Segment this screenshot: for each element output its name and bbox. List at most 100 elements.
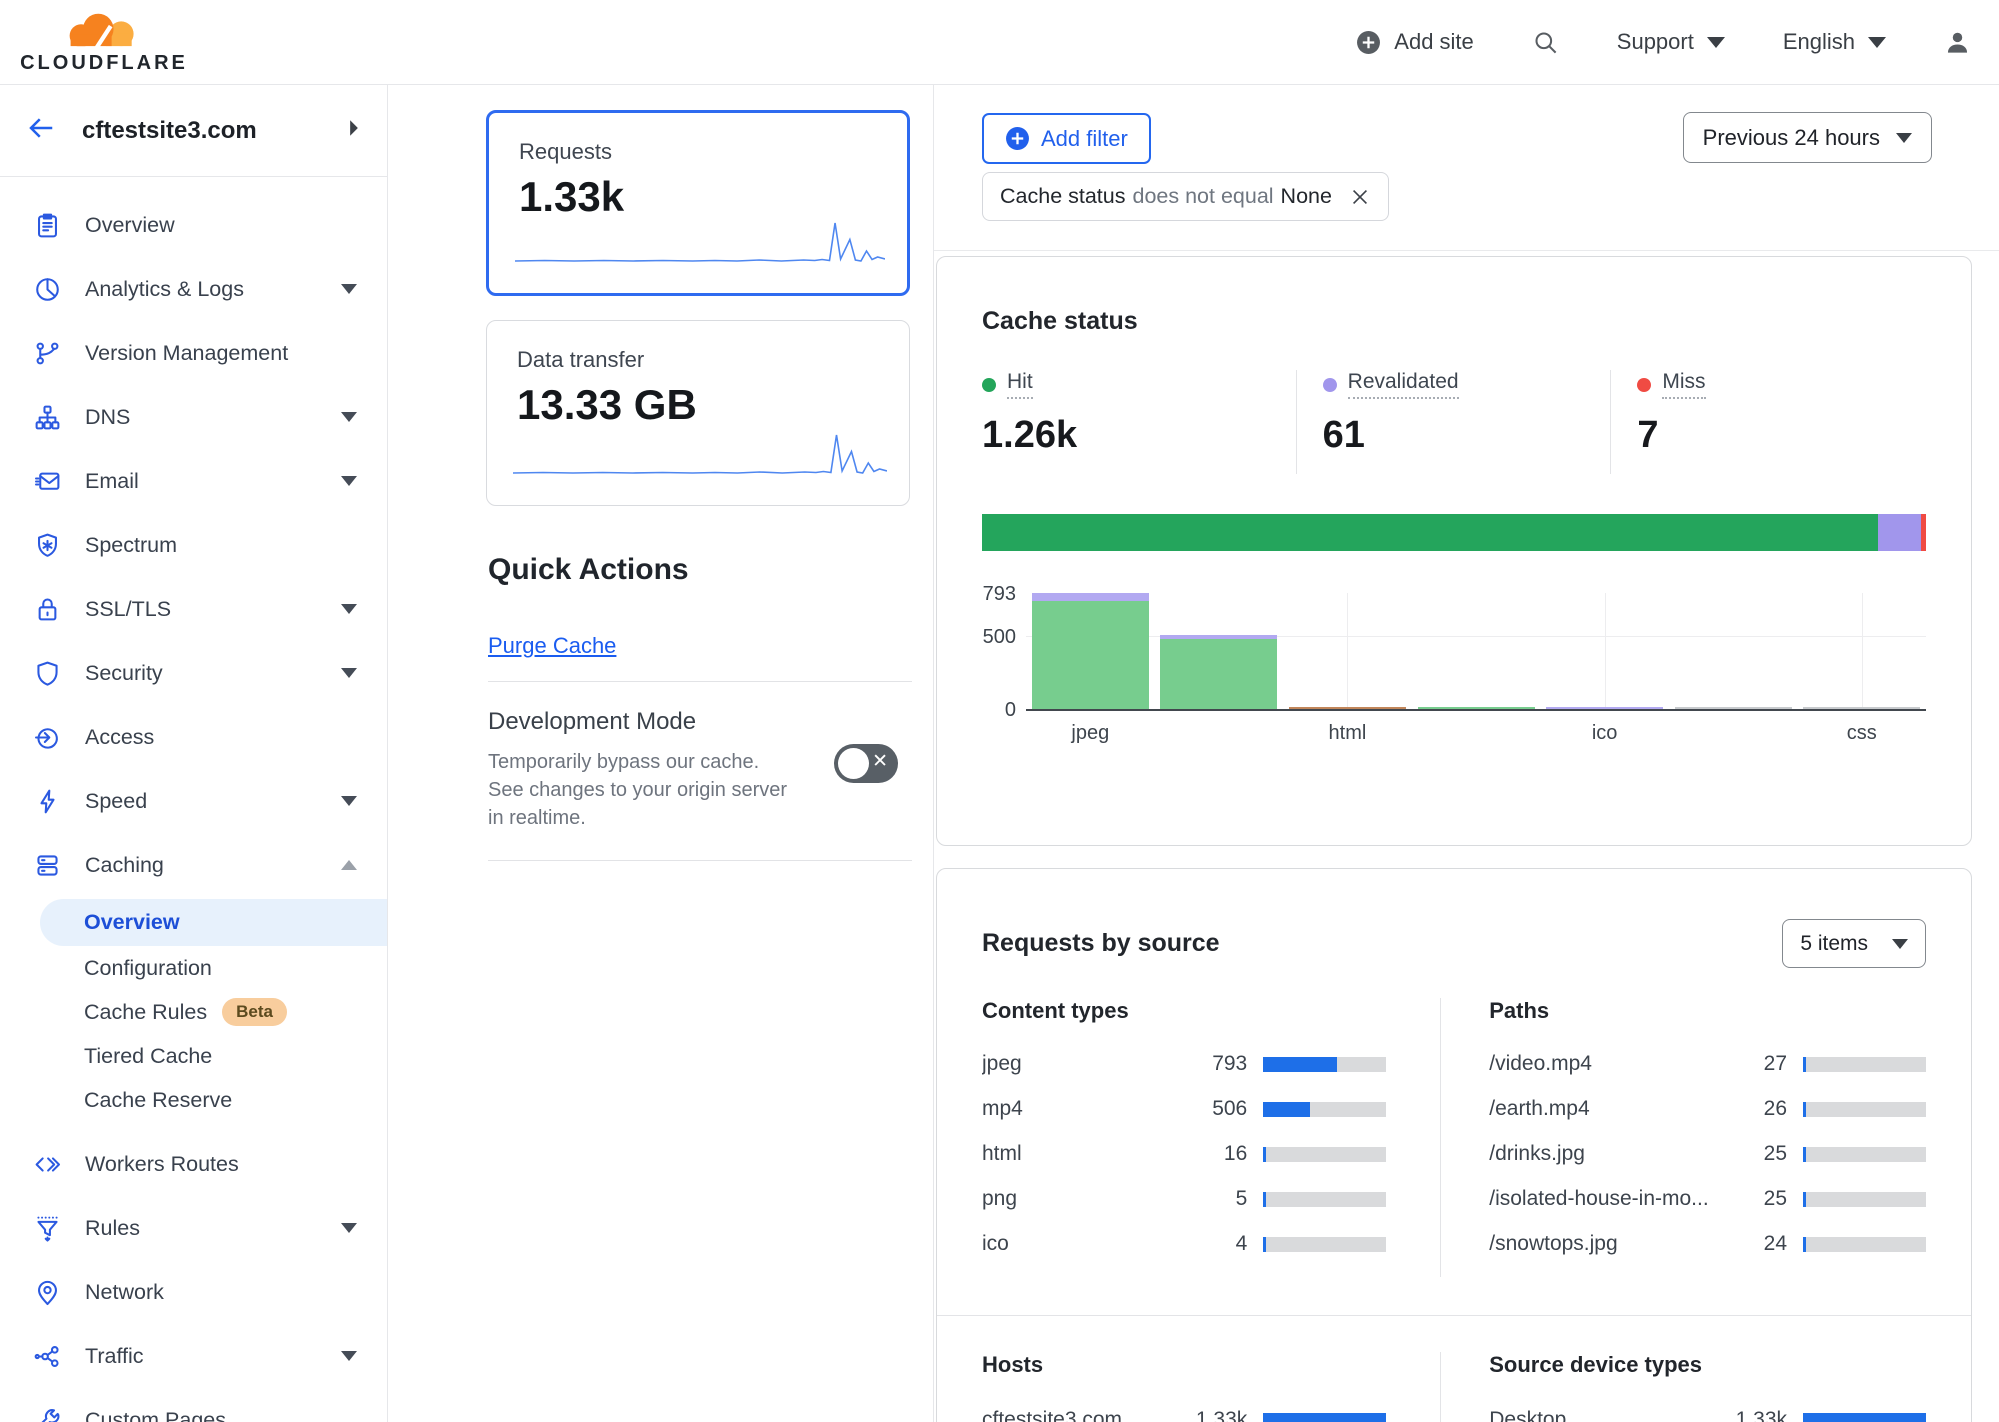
- bar-segment: [1546, 707, 1664, 709]
- sidebar-item-speed[interactable]: Speed: [0, 769, 387, 833]
- filter-chip[interactable]: Cache status does not equal None: [982, 172, 1389, 221]
- sidebar-item-custom-pages[interactable]: Custom Pages: [0, 1388, 387, 1422]
- chevron-down-icon: [1868, 36, 1886, 48]
- filter-field: Cache status: [1000, 184, 1126, 208]
- summary-card-requests[interactable]: Requests 1.33k: [486, 110, 910, 296]
- table-row-drinks-jpg: /drinks.jpg 25: [1489, 1142, 1926, 1166]
- sidebar-subitem-tiered-cache[interactable]: Tiered Cache: [0, 1034, 387, 1078]
- vertical-gridline: [1861, 593, 1863, 709]
- back-arrow-icon[interactable]: [26, 113, 56, 148]
- toggle-off-x-icon: ✕: [872, 751, 888, 772]
- row-label: /isolated-house-in-mo...: [1489, 1187, 1709, 1210]
- language-menu[interactable]: English: [1783, 29, 1886, 55]
- chevron-up-icon[interactable]: [341, 860, 357, 870]
- items-count-select[interactable]: 5 items: [1782, 919, 1926, 968]
- sidebar-item-rules[interactable]: Rules: [0, 1196, 387, 1260]
- sidebar-item-spectrum[interactable]: Spectrum: [0, 513, 387, 577]
- sidebar-subitem-configuration[interactable]: Configuration: [0, 946, 387, 990]
- add-filter-button[interactable]: Add filter: [982, 113, 1151, 164]
- stat-miss: Miss 7: [1611, 370, 1926, 474]
- chevron-down-icon[interactable]: [341, 284, 357, 294]
- chevron-down-icon[interactable]: [341, 796, 357, 806]
- support-menu[interactable]: Support: [1617, 29, 1725, 55]
- cloudflare-logo[interactable]: CLOUDFLARE: [18, 9, 190, 75]
- table-row-mp4: mp4 506: [982, 1097, 1387, 1121]
- stacked-bar-unlabeled: [1417, 707, 1535, 709]
- bar-segment: [1288, 706, 1406, 709]
- row-label: html: [982, 1142, 1022, 1165]
- add-site-button[interactable]: Add site: [1356, 29, 1474, 55]
- y-tick-label: 793: [982, 583, 1016, 605]
- sidebar-subitem-overview[interactable]: Overview: [40, 899, 387, 946]
- row-progress-bar: [1263, 1236, 1387, 1252]
- sidebar-item-ssl-tls[interactable]: SSL/TLS: [0, 577, 387, 641]
- row-progress-bar: [1803, 1056, 1926, 1072]
- sidebar-subitem-label: Cache Reserve: [84, 1087, 233, 1112]
- toggle-knob: [838, 748, 869, 779]
- sidebar-item-analytics-logs[interactable]: Analytics & Logs: [0, 257, 387, 321]
- sidebar-item-traffic[interactable]: Traffic: [0, 1324, 387, 1388]
- chevron-down-icon[interactable]: [341, 1223, 357, 1233]
- chevron-down-icon[interactable]: [341, 604, 357, 614]
- y-tick-label: 0: [1004, 699, 1016, 721]
- spectrum-shield-icon: [33, 531, 62, 560]
- sidebar-item-workers-routes[interactable]: Workers Routes: [0, 1132, 387, 1196]
- stat-label: Hit: [982, 370, 1296, 399]
- row-value: 27: [1763, 1052, 1787, 1075]
- account-menu[interactable]: [1944, 29, 1971, 56]
- sidebar-item-caching[interactable]: Caching: [0, 833, 387, 897]
- sidebar-subitem-label: Tiered Cache: [84, 1043, 213, 1068]
- requests-by-source-panel: Requests by source 5 items Content types…: [936, 868, 1972, 1422]
- chevron-down-icon[interactable]: [341, 476, 357, 486]
- development-mode-description: Temporarily bypass our cache. See change…: [488, 751, 788, 829]
- remove-filter-icon[interactable]: [1349, 186, 1371, 208]
- chevron-down-icon[interactable]: [341, 668, 357, 678]
- plus-circle-icon: [1356, 30, 1381, 55]
- stacked-bar-unlabeled: [1674, 707, 1792, 709]
- sidebar-item-email[interactable]: Email: [0, 449, 387, 513]
- source-table-source-device-types: Source device types Desktop 1.33k: [1440, 1352, 1926, 1422]
- row-progress-fill: [1263, 1236, 1267, 1252]
- sidebar-item-version-management[interactable]: Version Management: [0, 321, 387, 385]
- top-nav: Add site Support English: [1356, 29, 1971, 56]
- source-table-title: Source device types: [1489, 1352, 1703, 1377]
- sidebar-item-network[interactable]: Network: [0, 1260, 387, 1324]
- sidebar-item-access[interactable]: Access: [0, 705, 387, 769]
- bar-slot: [1412, 593, 1541, 709]
- source-table-content-types: Content types jpeg 793 mp4 506 html 16 png 5 ico 4: [982, 998, 1440, 1277]
- cloudflare-cloud-icon: [56, 13, 152, 51]
- purge-cache-link[interactable]: Purge Cache: [488, 633, 617, 658]
- stat-name[interactable]: Hit: [1007, 370, 1033, 399]
- sidebar-item-overview[interactable]: Overview: [0, 193, 387, 257]
- stat-name[interactable]: Miss: [1662, 370, 1706, 399]
- sidebar-subitem-cache-reserve[interactable]: Cache Reserve: [0, 1078, 387, 1122]
- sidebar-item-label: Rules: [85, 1215, 140, 1240]
- row-value: 1.33k: [1735, 1408, 1787, 1422]
- data-transfer-sparkline: [513, 429, 887, 479]
- site-name: cftestsite3.com: [82, 116, 257, 144]
- legend-dot-icon: [1637, 377, 1652, 392]
- time-range-select[interactable]: Previous 24 hours: [1682, 112, 1932, 163]
- x-tick-label: html: [1328, 722, 1367, 744]
- cache-status-stats: Hit 1.26k Revalidated 61 Miss 7: [982, 370, 1926, 474]
- row-progress-fill: [1803, 1191, 1807, 1207]
- chevron-right-icon[interactable]: [347, 119, 361, 142]
- sidebar-item-dns[interactable]: DNS: [0, 385, 387, 449]
- summary-card-value: 13.33 GB: [517, 381, 697, 428]
- stat-label: Miss: [1637, 370, 1926, 399]
- sidebar-item-security[interactable]: Security: [0, 641, 387, 705]
- sidebar-subitem-cache-rules[interactable]: Cache Rules Beta: [0, 990, 387, 1034]
- chevron-down-icon[interactable]: [341, 1351, 357, 1361]
- stacked-bar-jpeg: [1031, 593, 1149, 709]
- dev-mode-toggle[interactable]: ✕: [834, 744, 898, 783]
- summary-card-data-transfer[interactable]: Data transfer 13.33 GB: [486, 320, 910, 506]
- row-label: /earth.mp4: [1489, 1097, 1590, 1120]
- stat-name[interactable]: Revalidated: [1347, 370, 1459, 399]
- chevron-down-icon[interactable]: [341, 412, 357, 422]
- bar-segment: [1417, 707, 1535, 709]
- search-button[interactable]: [1532, 29, 1559, 56]
- x-tick-label: ico: [1591, 722, 1618, 744]
- sidebar: cftestsite3.com Overview Analytics & Logs…: [0, 85, 388, 1422]
- row-label: Desktop: [1489, 1408, 1567, 1422]
- sidebar-item-label: Overview: [85, 212, 175, 237]
